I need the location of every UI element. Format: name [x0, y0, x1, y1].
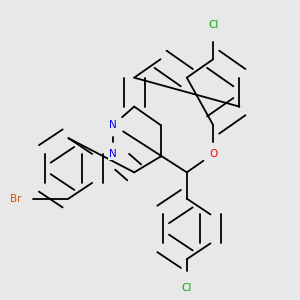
Text: Cl: Cl: [182, 283, 192, 293]
Text: N: N: [109, 149, 117, 159]
Text: N: N: [109, 120, 117, 130]
Text: O: O: [209, 149, 217, 159]
Text: Br: Br: [10, 194, 21, 204]
Text: Cl: Cl: [208, 20, 218, 30]
